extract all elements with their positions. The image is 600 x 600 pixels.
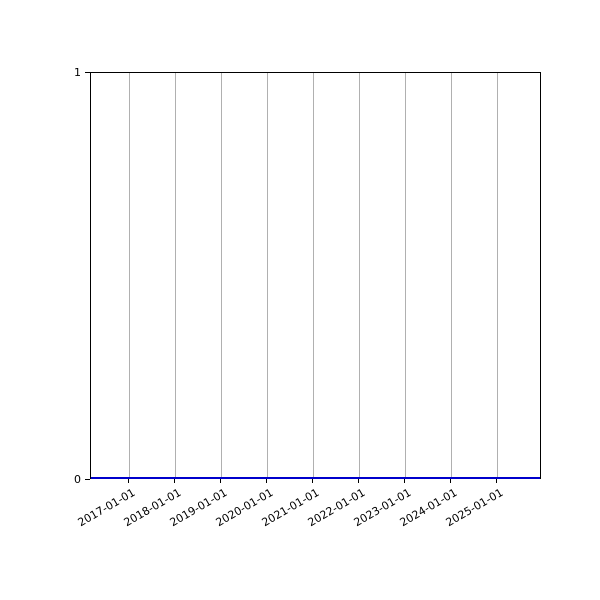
x-tick-mark: [357, 479, 359, 483]
x-gridline: [358, 73, 360, 478]
x-tick-mark: [311, 479, 313, 483]
x-tick-mark: [127, 479, 129, 483]
y-tick-mark: [85, 72, 90, 73]
x-tick-mark: [265, 479, 267, 483]
x-tick-mark: [495, 479, 497, 483]
x-gridline: [174, 73, 176, 478]
x-tick-mark: [173, 479, 175, 483]
x-gridline: [404, 73, 406, 478]
x-gridline: [220, 73, 222, 478]
x-tick-mark: [219, 479, 221, 483]
series-zero-line: [91, 477, 540, 479]
x-tick-mark: [403, 479, 405, 483]
x-gridline: [128, 73, 130, 478]
x-gridline: [266, 73, 268, 478]
x-gridline: [496, 73, 498, 478]
plot-area: [90, 72, 541, 479]
y-tick-mark: [85, 479, 90, 480]
x-tick-mark: [449, 479, 451, 483]
x-gridline: [312, 73, 314, 478]
y-tick-label: 0: [74, 473, 81, 486]
y-tick-label: 1: [74, 66, 81, 79]
x-gridline: [450, 73, 452, 478]
